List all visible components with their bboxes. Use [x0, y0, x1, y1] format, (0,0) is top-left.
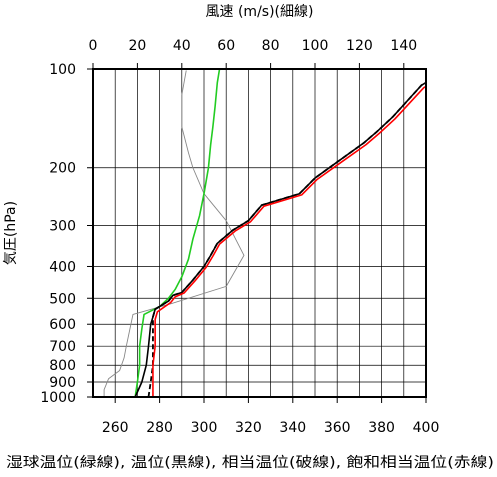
grid [92, 68, 427, 398]
bottom-tick-label: 340 [279, 420, 306, 436]
top-tick-label: 80 [262, 38, 280, 54]
bottom-tick-label: 300 [191, 420, 218, 436]
series-layer [103, 68, 427, 398]
bottom-tick-label: 400 [413, 420, 440, 436]
bottom-tick-label: 380 [368, 420, 395, 436]
bottom-tick-label: 360 [324, 420, 351, 436]
y-tick-label: 800 [49, 358, 76, 374]
top-tick-label: 40 [173, 38, 191, 54]
top-tick-label: 20 [128, 38, 146, 54]
top-tick-label: 60 [217, 38, 235, 54]
bottom-tick-label: 320 [235, 420, 262, 436]
y-tick-label: 600 [49, 317, 76, 333]
top-tick-label: 100 [302, 38, 329, 54]
top-tick-label: 120 [346, 38, 373, 54]
bottom-tick-label: 260 [102, 420, 129, 436]
top-tick-label: 0 [89, 38, 98, 54]
ticks-layer: 0 20 40 60 80 100 120 140 260 280 300 320 340 360 380 4… [40, 38, 439, 436]
bottom-tick-label: 280 [146, 420, 173, 436]
y-tick-label: 400 [49, 259, 76, 275]
y-tick-label: 900 [49, 375, 76, 391]
bottom-axis-title: 湿球温位(緑線), 温位(黒線), 相当温位(破線), 飽和相当温位(赤線) [6, 454, 494, 471]
series-line-2 [134, 68, 221, 398]
y-axis-title: 気圧(hPa) [3, 201, 19, 265]
series-line-4 [147, 81, 427, 398]
y-tick-label: 200 [49, 161, 76, 177]
series-line-5 [152, 85, 427, 397]
top-axis-title: 風速 (m/s)(細線) [206, 4, 314, 20]
top-tick-label: 140 [390, 38, 417, 54]
y-tick-label: 1000 [40, 390, 76, 406]
y-tick-label: 700 [49, 339, 76, 355]
y-tick-label: 500 [49, 291, 76, 307]
y-tick-label: 100 [49, 62, 76, 78]
plot-frame [92, 68, 427, 398]
y-tick-label: 300 [49, 218, 76, 234]
series-line-1 [103, 70, 245, 397]
